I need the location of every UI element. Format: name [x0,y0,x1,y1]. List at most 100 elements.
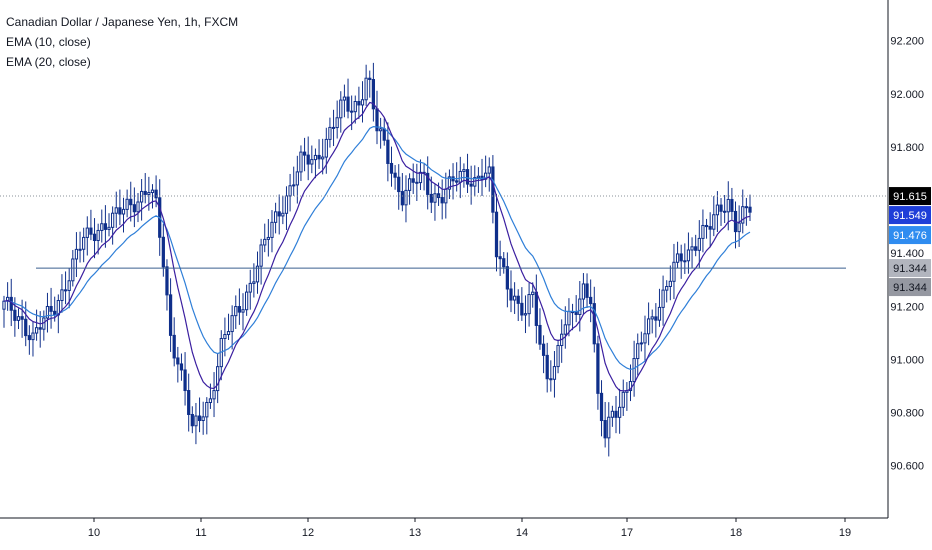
x-tick-label: 18 [730,527,742,539]
candle-down [277,211,281,217]
candle-down [165,266,169,296]
candle-up [531,291,535,296]
candle-up [96,229,100,242]
candle-down [317,154,321,160]
candle-down [502,258,506,268]
ema-20-price-tag: 91.476 [893,230,927,242]
candle-up [252,281,256,284]
candle-up [686,249,691,262]
candle-up [342,96,347,101]
legend-ema-10[interactable]: EMA (10, close) [6,35,91,49]
hline-price-tag-1-bg [889,259,931,278]
candle-down [129,198,133,206]
candle-up [299,151,303,173]
y-tick-label: 90.600 [890,461,924,473]
candle-down [704,224,709,228]
candle-up [100,223,104,231]
candle-up [643,333,647,344]
candle-down [599,392,604,422]
candle-down [190,413,194,427]
candle-down [118,207,122,215]
candle-up [34,327,39,334]
candle-down [509,288,513,301]
candle-down [397,176,401,193]
candle-up [150,189,155,194]
hline-price-tag-1: 91.344 [893,263,927,275]
candle-up [45,305,50,319]
candle-up [628,381,633,392]
candle-up [621,391,625,408]
candle-up [741,206,745,224]
candle-down [357,100,361,106]
last-price-tag: 91.615 [893,191,927,203]
candle-down [13,309,17,321]
candle-up [136,201,140,213]
y-tick-label: 90.800 [890,408,924,420]
candle-down [455,180,459,183]
candle-up [147,192,151,195]
y-tick-label: 91.200 [890,301,924,313]
candle-down [386,139,390,164]
candle-down [38,327,42,330]
candle-down [494,211,499,258]
y-tick-label: 92.200 [890,36,924,48]
candle-up [578,298,582,315]
candle-down [331,126,336,129]
candle-up [60,289,64,302]
candle-down [708,226,712,230]
candle-down [103,223,108,230]
candle-down [371,78,376,110]
legend-ema-20[interactable]: EMA (20, close) [6,55,91,69]
candle-up [310,159,314,165]
candle-down [516,295,520,304]
candle-up [226,331,231,336]
candle-down [197,415,202,422]
candle-up [125,198,129,210]
candle-down [592,303,596,345]
candle-down [538,324,542,345]
ema-10-price-tag-bg [889,206,931,225]
candle-up [639,342,643,345]
candle-up [16,316,21,321]
candle-up [31,332,35,341]
candle-down [27,335,31,341]
candle-up [726,198,730,213]
x-tick-label: 13 [409,527,421,539]
candle-up [683,260,687,263]
candle-up [205,402,209,418]
chart-legend: Canadian Dollar / Japanese Yen, 1h, FXCM… [6,12,238,72]
candle-down [92,233,97,242]
candle-up [650,316,654,320]
candle-down [24,318,28,337]
last-price-tag-bg [889,187,931,206]
candle-up [288,185,292,197]
candle-up [433,193,437,203]
candle-up [665,286,669,291]
hline-price-tag-2-bg [889,278,931,297]
candle-up [353,100,357,113]
candle-up [107,226,111,230]
candle-down [350,110,354,113]
candle-down [491,166,495,213]
candle-down [143,190,147,195]
candle-up [523,313,528,316]
candle-up [230,315,234,333]
candle-up [85,227,89,238]
y-tick-label: 91.400 [890,248,924,260]
candle-up [82,236,86,250]
candle-down [49,305,53,312]
candle-up [512,295,517,301]
candle-up [690,246,694,251]
candle-down [89,227,93,235]
candle-down [730,198,734,212]
candle-up [266,236,270,240]
candle-up [581,283,586,300]
candle-up [672,261,676,282]
candle-up [360,99,365,106]
candle-down [400,191,404,206]
candle-up [281,212,285,217]
candle-down [585,283,589,298]
candle-down [368,77,372,80]
candle-up [223,334,227,340]
